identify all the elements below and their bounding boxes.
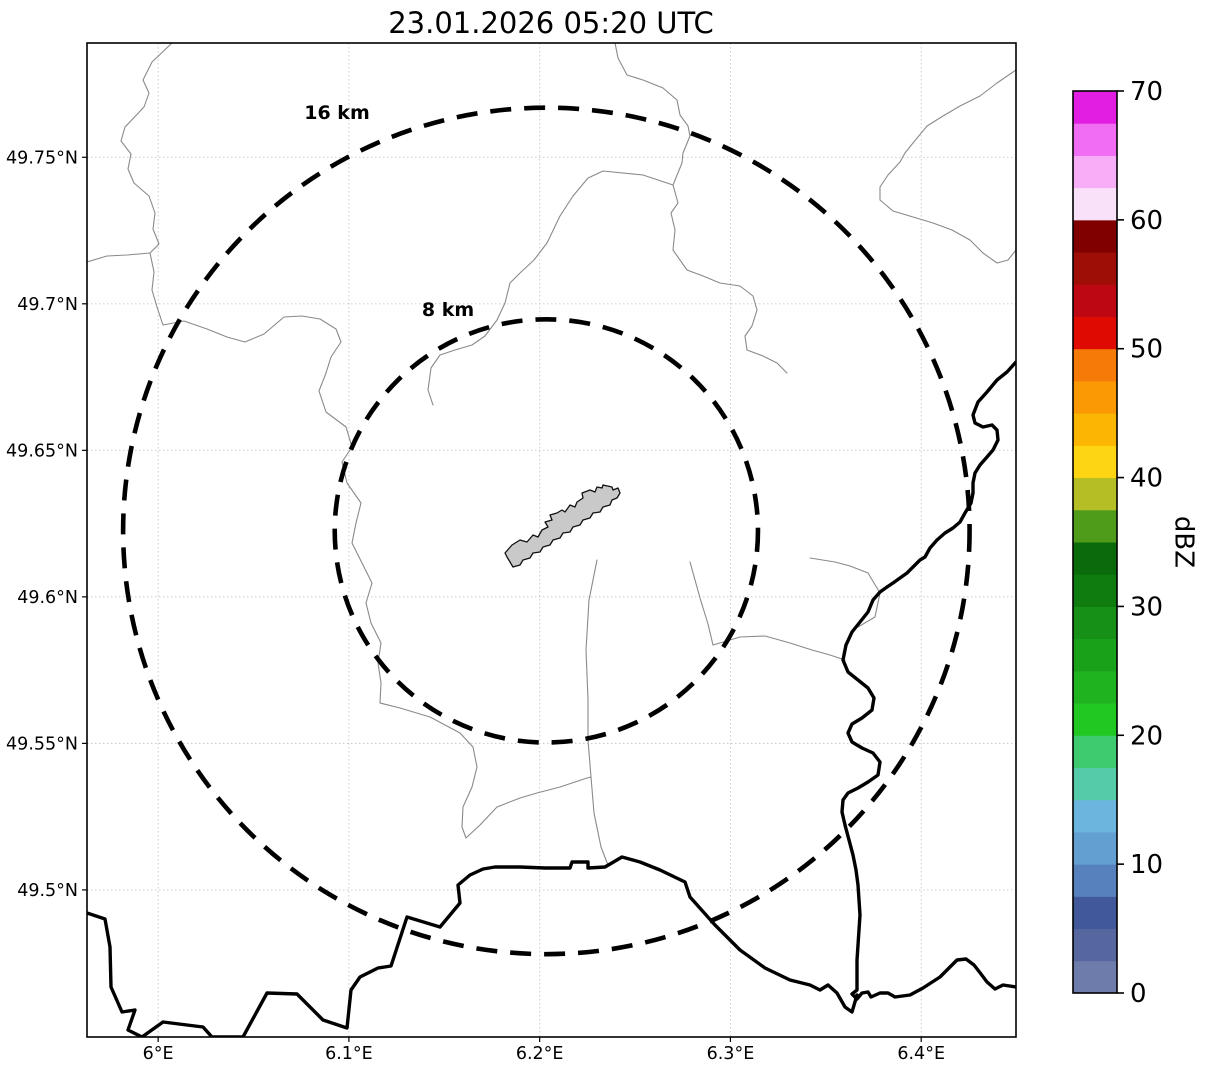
colorbar-segment [1073,380,1117,414]
colorbar-segment [1073,91,1117,124]
minor-boundary-line [879,69,1016,264]
colorbar-tick-label: 0 [1130,979,1147,1009]
colorbar-segment [1073,509,1117,543]
colorbar-segment [1073,767,1117,801]
range-ring-labels: 16 km 8 km [304,102,474,321]
colorbar-segment [1073,606,1117,640]
range-ring-label: 8 km [422,299,474,321]
colorbar-segment [1073,735,1117,768]
minor-boundary-line [689,561,846,661]
colorbar-tick-label: 60 [1130,206,1163,236]
minor-boundary-line [614,43,691,186]
colorbar-segment [1073,799,1117,833]
range-ring [332,316,761,745]
colorbar-title: dBZ [1169,516,1199,568]
y-tick-label: 49.7°N [17,295,78,315]
colorbar-segment [1073,638,1117,672]
minor-boundary-lines [87,43,1016,866]
colorbar-frame [1072,90,1118,994]
colorbar: 0 10 20 30 40 50 60 70 [1072,77,1163,1009]
figure-title: 23.01.2026 05:20 UTC [388,6,714,40]
x-tick-label: 6.2°E [516,1044,564,1064]
colorbar-segment [1073,670,1117,704]
country-border-lines [87,360,1016,1037]
colorbar-tick-label: 40 [1130,464,1163,494]
x-tick-label: 6.1°E [325,1044,373,1064]
map-frame [86,42,1017,1038]
colorbar-segment [1073,123,1117,156]
map-graticule [87,43,1016,1037]
range-rings [120,105,972,957]
colorbar-segment [1073,284,1117,317]
range-ring [120,105,972,957]
country-border-line [87,855,859,1037]
y-tick-label: 49.6°N [17,588,78,608]
colorbar-tick-label: 50 [1130,335,1163,365]
y-tick-label: 49.5°N [17,881,78,901]
country-border-line [840,360,1016,1001]
colorbar-segment [1073,348,1117,382]
colorbar-segment [1073,831,1117,865]
y-tick-label: 49.55°N [6,734,78,754]
colorbar-segment [1073,187,1117,221]
colorbar-segment [1073,864,1117,897]
colorbar-tick-label: 70 [1130,77,1163,107]
colorbar-segment [1073,896,1117,930]
airport-polygon [504,484,621,568]
minor-boundary-line [585,559,609,866]
range-ring-label: 16 km [304,102,370,124]
x-tick-label: 6.4°E [897,1044,945,1064]
minor-boundary-line [427,170,674,406]
minor-boundary-line [670,184,788,374]
x-tick-label: 6.3°E [707,1044,755,1064]
colorbar-segment [1073,928,1117,962]
colorbar-segment [1073,703,1117,736]
minor-boundary-line [87,252,151,263]
minor-boundary-line [809,557,881,628]
colorbar-tick-label: 10 [1130,850,1163,880]
y-tick-label: 49.65°N [6,441,78,461]
colorbar-segment [1073,219,1117,253]
colorbar-segment [1073,316,1117,350]
colorbar-tick-label: 30 [1130,592,1163,622]
minor-boundary-line [120,43,173,326]
colorbar-segment [1073,960,1117,994]
axis-ticks-and-labels: 6°E 6.1°E 6.2°E 6.3°E 6.4°E 49.5°N 49.55°N 49.6… [6,148,945,1064]
colorbar-tick-label: 20 [1130,721,1163,751]
airport-outline [504,484,621,568]
colorbar-segment [1073,542,1117,575]
y-tick-label: 49.75°N [6,148,78,168]
minor-boundary-line [162,315,382,704]
colorbar-segment [1073,155,1117,189]
colorbar-segment [1073,413,1117,446]
minor-boundary-line [379,702,592,839]
x-tick-label: 6°E [143,1044,174,1064]
colorbar-segment [1073,574,1117,607]
colorbar-segment [1073,445,1117,479]
colorbar-segment [1073,252,1117,285]
colorbar-segment [1073,477,1117,511]
